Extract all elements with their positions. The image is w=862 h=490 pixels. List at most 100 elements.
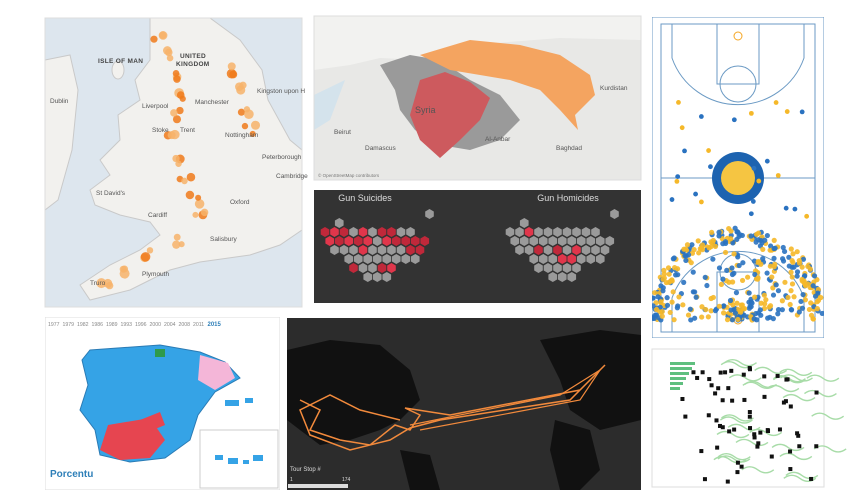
year[interactable]: 2004 — [164, 322, 176, 328]
place-label: Al-Anbar — [485, 136, 511, 143]
region — [198, 355, 235, 390]
place-label: Nottingham — [225, 132, 258, 139]
bar — [670, 372, 689, 375]
shot — [688, 317, 694, 323]
route-dot — [237, 108, 246, 116]
inset — [199, 429, 279, 489]
shot — [688, 260, 694, 266]
shot — [684, 242, 691, 248]
shot — [710, 294, 716, 301]
hex — [368, 227, 377, 237]
place-label: Peterborough — [262, 154, 302, 161]
shot — [680, 302, 686, 308]
route-dot — [192, 211, 199, 218]
icon — [707, 377, 712, 382]
shot — [710, 237, 716, 244]
hex — [330, 245, 339, 255]
shot — [734, 229, 740, 235]
year[interactable]: 1977 — [48, 322, 60, 328]
route-dot — [186, 172, 196, 182]
icon — [730, 398, 735, 403]
shot — [673, 272, 679, 278]
shot — [775, 307, 782, 313]
shot — [746, 290, 752, 296]
icon — [706, 413, 711, 418]
route-dot — [181, 177, 188, 185]
shot — [709, 229, 715, 235]
year[interactable]: 1982 — [77, 322, 89, 328]
icon — [781, 400, 786, 405]
route-dot — [200, 208, 209, 217]
year[interactable]: 2008 — [179, 322, 191, 328]
year[interactable]: 1979 — [63, 322, 75, 328]
shot — [771, 263, 777, 270]
route-dot — [195, 194, 202, 201]
hex-grid — [320, 209, 619, 282]
slider[interactable] — [288, 484, 348, 488]
shot — [724, 317, 731, 323]
shot — [727, 297, 734, 304]
icon — [709, 383, 714, 388]
shot — [674, 178, 680, 184]
syria-panel — [314, 16, 641, 180]
contour — [785, 471, 819, 480]
icon — [762, 394, 767, 399]
hex — [543, 227, 553, 237]
shot — [815, 290, 821, 296]
shot — [764, 232, 770, 239]
shot — [748, 211, 754, 217]
year[interactable]: 2015 — [208, 322, 222, 328]
shot — [721, 303, 727, 309]
hex — [325, 236, 335, 246]
shot — [791, 294, 797, 300]
hex — [368, 245, 377, 255]
year[interactable]: 1993 — [121, 322, 133, 328]
shot — [728, 307, 734, 313]
shot — [706, 148, 711, 153]
shot — [669, 197, 675, 202]
shot — [767, 263, 773, 269]
shot — [693, 191, 698, 197]
year[interactable]: 2011 — [193, 322, 204, 328]
icon — [683, 414, 688, 419]
route-dot — [140, 252, 151, 262]
hex — [401, 236, 411, 246]
route-dot — [241, 122, 249, 130]
shot — [811, 273, 818, 279]
shot — [753, 239, 759, 245]
place-label: Damascus — [365, 145, 396, 152]
shot — [716, 229, 722, 235]
shot — [788, 288, 794, 294]
hex — [548, 272, 558, 282]
hex — [372, 254, 382, 264]
shot — [690, 289, 696, 295]
shot — [783, 205, 789, 211]
shot — [664, 295, 670, 301]
year[interactable]: 2000 — [150, 322, 162, 328]
icon — [702, 477, 707, 482]
hex — [553, 227, 562, 237]
place-label: Kurdistan — [600, 85, 628, 92]
route-dot — [121, 265, 129, 273]
year[interactable]: 1986 — [92, 322, 104, 328]
icon — [777, 427, 782, 432]
shot — [704, 282, 710, 289]
route-dot — [172, 154, 180, 163]
region — [420, 40, 595, 130]
shot — [794, 249, 800, 255]
shot — [683, 257, 689, 264]
contour — [713, 455, 747, 464]
shot — [696, 250, 702, 256]
shot — [724, 267, 730, 273]
year[interactable]: 1996 — [135, 322, 147, 328]
shot — [785, 294, 791, 301]
hex — [330, 227, 339, 237]
region — [140, 412, 165, 432]
shot — [682, 148, 687, 154]
bar — [670, 362, 695, 365]
hex — [396, 227, 406, 237]
shot — [679, 125, 685, 131]
year[interactable]: 1989 — [106, 322, 118, 328]
shot — [687, 306, 693, 312]
shot — [728, 236, 734, 242]
